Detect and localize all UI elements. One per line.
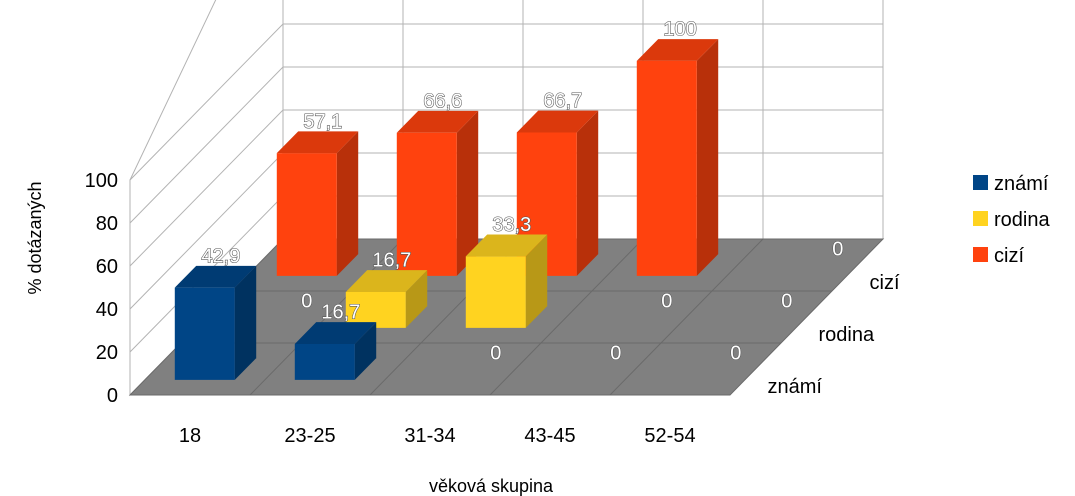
bar-cizí-43-45 <box>636 39 719 276</box>
y-tick-label: 20 <box>96 342 118 364</box>
floor-line <box>489 238 644 396</box>
legend-swatch <box>973 247 988 262</box>
floor-line <box>249 238 404 396</box>
bar-rodina-23-25 <box>345 270 428 328</box>
data-label: 0 <box>730 343 741 365</box>
x-tick-label: 43-45 <box>524 425 575 447</box>
data-labels: 57,1 66,6 66,7 100 0 0 16,7 33,3 0 0 42,9 16,7 0 0 0 <box>201 18 844 365</box>
data-label: 0 <box>490 343 501 365</box>
data-label: 16,7 <box>321 302 360 324</box>
bar-cizí-23-25 <box>396 110 479 276</box>
bar-front <box>276 153 337 276</box>
depth-tick-label: rodina <box>819 324 875 346</box>
legend-swatch <box>973 211 988 226</box>
bar-front <box>345 292 406 328</box>
legend-label: známí <box>994 173 1049 195</box>
y-tick-label: 0 <box>107 385 118 407</box>
bar-top <box>396 110 479 133</box>
bar-side <box>234 265 257 380</box>
bar-front <box>294 344 355 380</box>
data-label: 0 <box>610 343 621 365</box>
data-label: 0 <box>832 239 843 261</box>
bar-cizí-18 <box>276 131 359 276</box>
data-label: 33,3 <box>492 214 531 236</box>
depth-tick-labels: známí rodina cizí <box>768 272 900 398</box>
bar-front <box>465 256 526 328</box>
floor-line <box>609 238 764 396</box>
x-tick-labels: 18 23-25 31-34 43-45 52-54 <box>179 425 696 447</box>
legend-label: cizí <box>994 245 1024 267</box>
x-tick-label: 23-25 <box>284 425 335 447</box>
x-tick-label: 31-34 <box>404 425 455 447</box>
y-tick-label: 60 <box>96 256 118 278</box>
y-tick-labels: 0 20 40 60 80 100 <box>85 170 118 407</box>
bar-známí-18 <box>174 265 257 380</box>
gridline <box>129 23 883 181</box>
bar-známí-23-25 <box>294 322 377 380</box>
y-tick-label: 40 <box>96 299 118 321</box>
bar-top <box>276 131 359 154</box>
x-axis-label: věková skupina <box>429 476 554 496</box>
bar-side <box>354 322 377 380</box>
data-label: 66,7 <box>543 90 582 112</box>
y-axis-label: % dotázaných <box>25 181 45 294</box>
legend: známí rodina cizí <box>973 173 1050 267</box>
bar-side <box>696 39 719 276</box>
bar-side <box>576 110 599 276</box>
bar-front <box>636 60 697 276</box>
bar-top <box>345 270 428 293</box>
x-tick-label: 52-54 <box>644 425 695 447</box>
bar-side <box>336 131 359 276</box>
legend-label: rodina <box>994 209 1050 231</box>
bar-top <box>636 39 719 61</box>
data-label: 100 <box>663 19 696 41</box>
data-label: 0 <box>661 291 672 313</box>
data-label: 66,6 <box>423 90 462 112</box>
y-tick-label: 80 <box>96 213 118 235</box>
depth-tick-label: známí <box>768 376 823 398</box>
bar-top <box>465 234 548 257</box>
bar-front <box>396 132 457 276</box>
depth-tick-label: cizí <box>870 272 900 294</box>
data-label: 0 <box>781 291 792 313</box>
legend-swatch <box>973 175 988 190</box>
y-tick-label: 100 <box>85 170 118 192</box>
data-label: 42,9 <box>201 245 240 267</box>
data-label: 16,7 <box>372 250 411 272</box>
data-label: 0 <box>301 291 312 313</box>
bar-top <box>294 322 377 345</box>
bar-top <box>174 265 257 288</box>
bar-front <box>174 287 235 380</box>
bar-top <box>516 110 599 133</box>
chart-bars <box>174 39 719 380</box>
bar-side <box>456 110 479 276</box>
x-tick-label: 18 <box>179 425 201 447</box>
bar-side <box>525 234 548 328</box>
bar-rodina-31-34 <box>465 234 548 328</box>
bar-side <box>405 270 428 328</box>
data-label: 57,1 <box>303 111 342 133</box>
